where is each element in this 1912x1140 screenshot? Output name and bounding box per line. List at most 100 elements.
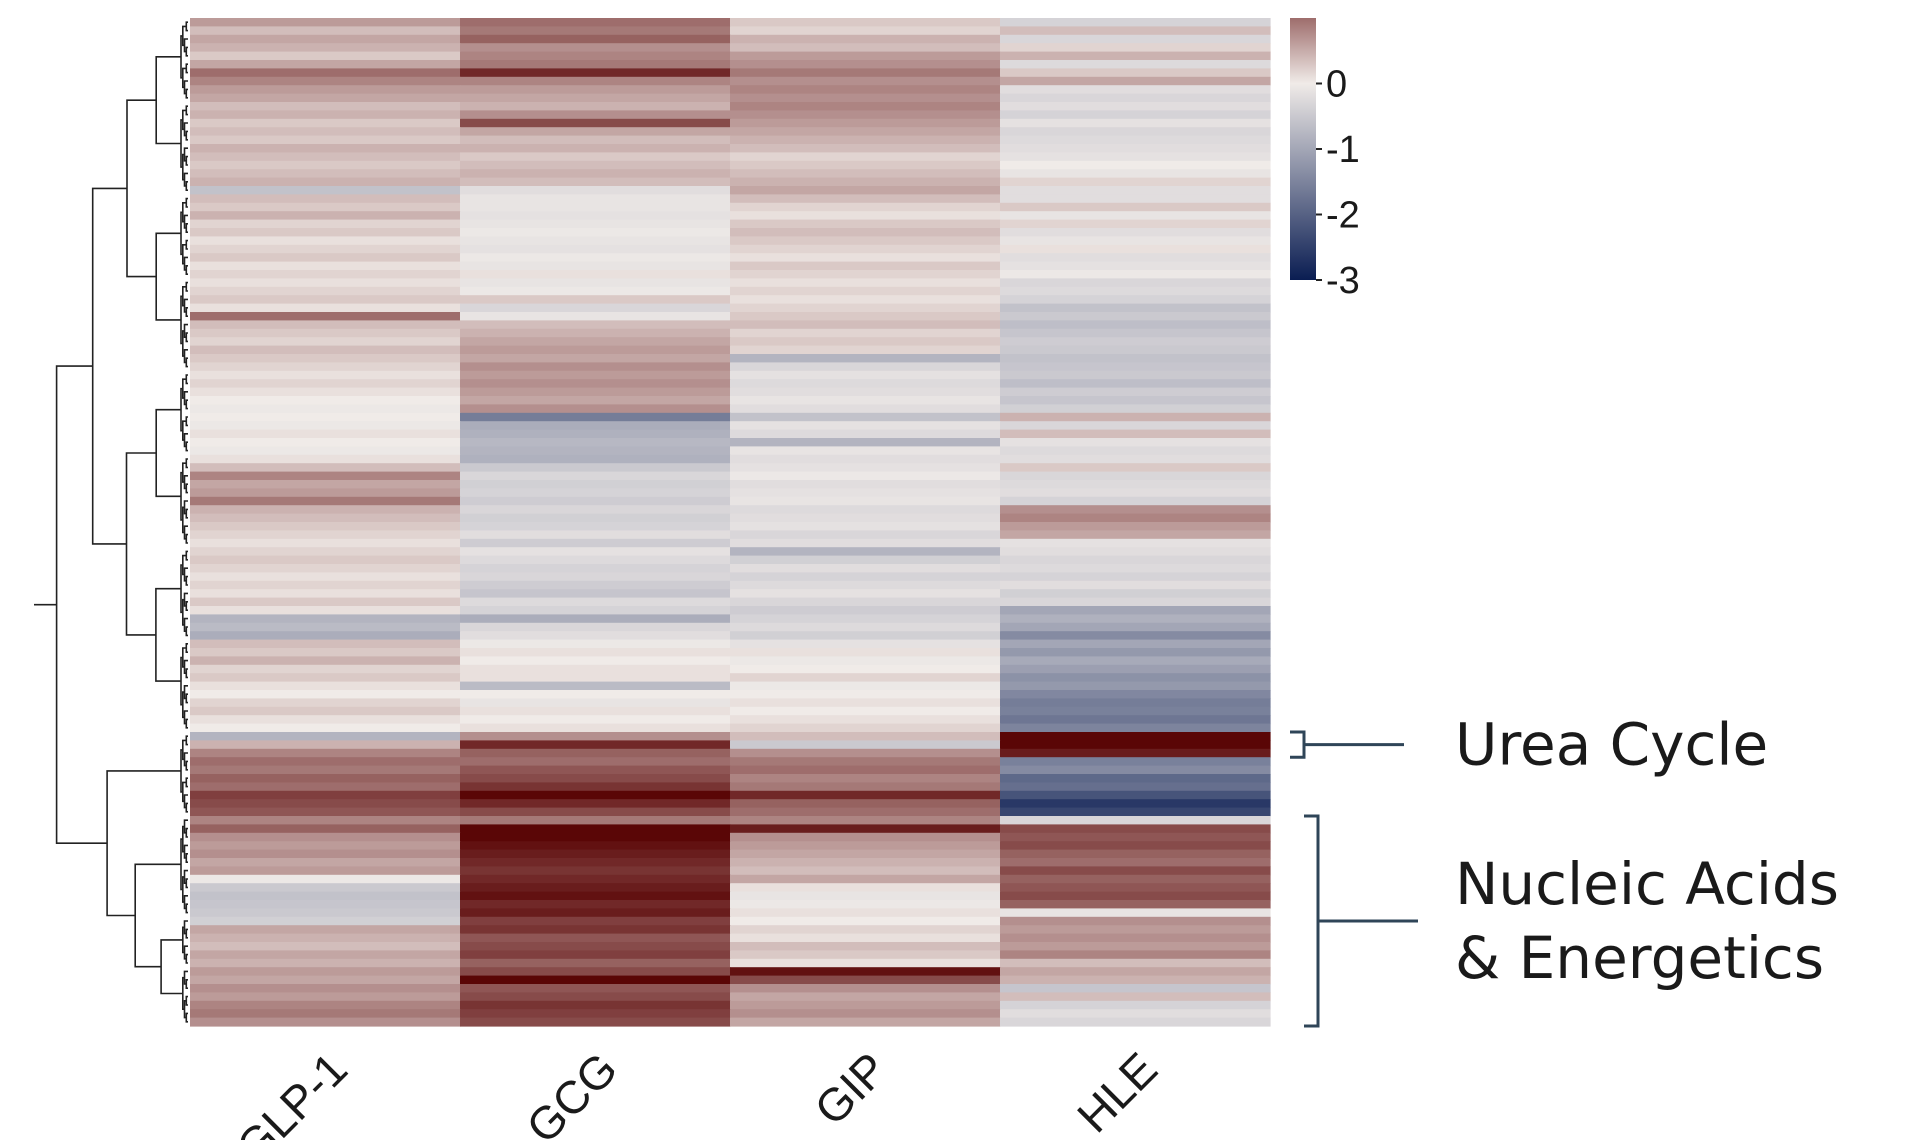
heatmap-cell bbox=[460, 614, 731, 624]
heatmap-cell bbox=[190, 866, 461, 876]
heatmap-cell bbox=[190, 858, 461, 867]
heatmap-cell bbox=[190, 446, 461, 456]
heatmap-cell bbox=[460, 799, 731, 809]
heatmap-cell bbox=[190, 984, 461, 993]
heatmap-cell bbox=[460, 908, 731, 918]
dendrogram-link bbox=[185, 735, 188, 746]
heatmap-cell bbox=[460, 118, 731, 128]
heatmap-cell bbox=[190, 555, 461, 565]
heatmap-cell bbox=[190, 76, 461, 86]
color-scale-tick-label: -2 bbox=[1326, 195, 1360, 237]
heatmap-cell bbox=[460, 757, 731, 767]
heatmap-cell bbox=[730, 1017, 1001, 1027]
heatmap-cell bbox=[1000, 984, 1271, 993]
heatmap-cell bbox=[1000, 824, 1271, 834]
heatmap-cell bbox=[190, 706, 461, 716]
heatmap-cell bbox=[460, 337, 731, 347]
heatmap-cell bbox=[460, 278, 731, 288]
heatmap-cell bbox=[460, 286, 731, 296]
heatmap-cell bbox=[460, 429, 731, 439]
dendrogram-link bbox=[185, 21, 188, 32]
heatmap-cell bbox=[460, 471, 731, 481]
heatmap-cell bbox=[460, 656, 731, 666]
heatmap-cell bbox=[460, 580, 731, 590]
heatmap-cell bbox=[730, 34, 1001, 44]
heatmap-cell bbox=[730, 219, 1001, 229]
heatmap-cell bbox=[730, 883, 1001, 893]
heatmap-cell bbox=[1000, 480, 1271, 489]
dendrogram-link bbox=[185, 155, 188, 166]
heatmap-cell bbox=[730, 278, 1001, 288]
heatmap-cell bbox=[460, 463, 731, 473]
heatmap-cell bbox=[460, 774, 731, 783]
heatmap-cell bbox=[730, 135, 1001, 145]
heatmap-cell bbox=[1000, 135, 1271, 145]
heatmap-cell bbox=[730, 874, 1001, 884]
heatmap-cell bbox=[1000, 370, 1271, 380]
dendrogram-link bbox=[185, 1012, 188, 1023]
heatmap-cell bbox=[190, 354, 461, 363]
heatmap-cell bbox=[190, 60, 461, 69]
heatmap-cell bbox=[190, 236, 461, 246]
heatmap-cell bbox=[190, 597, 461, 607]
dendrogram-link bbox=[185, 979, 188, 989]
heatmap-cell bbox=[460, 522, 731, 531]
heatmap-cell bbox=[190, 278, 461, 288]
heatmap-cell bbox=[1000, 152, 1271, 162]
heatmap-cell bbox=[1000, 858, 1271, 867]
heatmap-cell bbox=[730, 253, 1001, 263]
heatmap-cell bbox=[190, 874, 461, 884]
heatmap-cells bbox=[190, 18, 1271, 1027]
heatmap-cell bbox=[460, 597, 731, 607]
heatmap-cell bbox=[460, 606, 731, 615]
heatmap-cell bbox=[730, 950, 1001, 960]
heatmap-cell bbox=[730, 681, 1001, 691]
heatmap-cell bbox=[190, 312, 461, 321]
heatmap-cell bbox=[190, 732, 461, 741]
color-scale-tick-label: 0 bbox=[1326, 64, 1347, 106]
heatmap-cell bbox=[190, 765, 461, 775]
heatmap-cell bbox=[1000, 303, 1271, 313]
dendrogram-link bbox=[185, 357, 188, 368]
heatmap-cell bbox=[730, 471, 1001, 481]
heatmap-cell bbox=[190, 664, 461, 674]
heatmap-cell bbox=[730, 303, 1001, 313]
heatmap-cell bbox=[730, 824, 1001, 834]
heatmap-cell bbox=[190, 942, 461, 951]
heatmap-cell bbox=[1000, 832, 1271, 842]
heatmap-cell bbox=[460, 1000, 731, 1010]
heatmap-cell bbox=[190, 908, 461, 918]
heatmap-cell bbox=[730, 1000, 1001, 1010]
heatmap-cell bbox=[730, 26, 1001, 36]
heatmap-cell bbox=[460, 513, 731, 523]
heatmap-cell bbox=[1000, 421, 1271, 431]
heatmap-cell bbox=[190, 471, 461, 481]
heatmap-cell bbox=[1000, 26, 1271, 36]
dendrogram-link bbox=[185, 760, 188, 771]
heatmap-cell bbox=[460, 261, 731, 271]
heatmap-cell bbox=[460, 160, 731, 170]
group-label: Urea Cycle bbox=[1455, 711, 1768, 779]
heatmap-cell bbox=[1000, 169, 1271, 179]
heatmap-cell bbox=[460, 900, 731, 909]
heatmap-cell bbox=[460, 874, 731, 884]
heatmap-cell bbox=[1000, 681, 1271, 691]
heatmap-cell bbox=[460, 354, 731, 363]
heatmap-cell bbox=[190, 18, 461, 27]
heatmap-cell bbox=[190, 572, 461, 582]
heatmap-cell bbox=[730, 807, 1001, 817]
heatmap-cell bbox=[190, 1017, 461, 1027]
heatmap-cell bbox=[730, 606, 1001, 615]
heatmap-cell bbox=[190, 774, 461, 783]
heatmap-cell bbox=[1000, 362, 1271, 372]
heatmap-cell bbox=[730, 354, 1001, 363]
dendrogram-link bbox=[185, 827, 188, 838]
heatmap-cell bbox=[1000, 782, 1271, 792]
dendrogram-link bbox=[185, 550, 188, 561]
heatmap-cell bbox=[1000, 102, 1271, 111]
heatmap-cell bbox=[190, 211, 461, 221]
heatmap-cell bbox=[460, 984, 731, 993]
dendrogram-link bbox=[185, 88, 188, 99]
heatmap-cell bbox=[730, 110, 1001, 120]
dendrogram-link bbox=[160, 939, 183, 995]
